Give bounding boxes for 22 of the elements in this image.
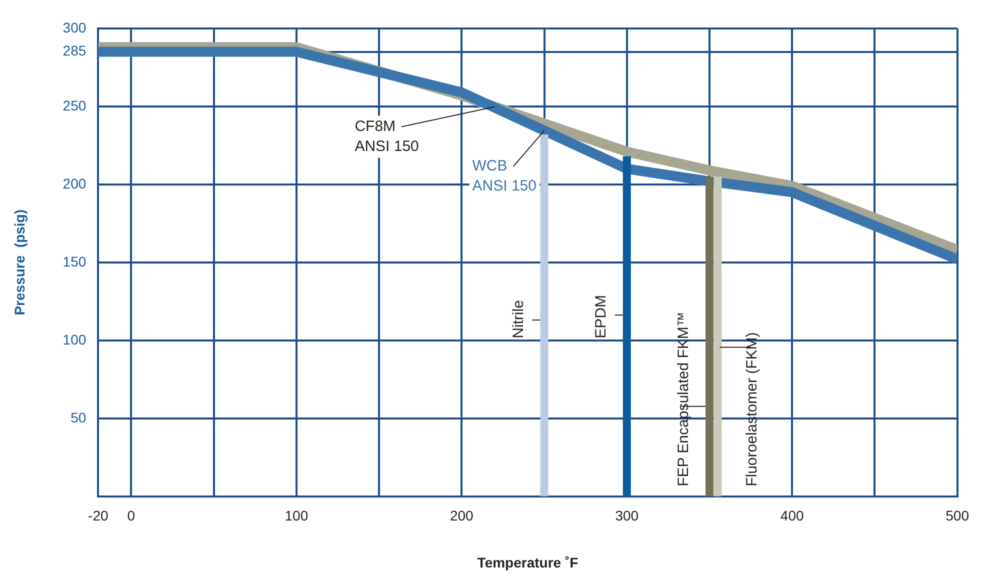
series-label: WCB ANSI 150: [472, 158, 536, 195]
y-tick-label: 150: [62, 253, 86, 270]
y-tick-label: 50: [70, 409, 86, 426]
x-tick-label: 100: [284, 508, 308, 524]
y-axis-title: Pressure (psig): [11, 209, 28, 316]
x-axis-title: Temperature ˚F: [477, 554, 579, 570]
x-tick-label: 200: [450, 508, 474, 524]
text: Nitrile: [510, 300, 527, 338]
x-tick-label: 0: [127, 508, 136, 524]
y-tick-label: 300: [62, 19, 86, 36]
text: FEP Encapsulated FKM™: [675, 312, 692, 486]
x-tick-label: 400: [780, 508, 804, 524]
x-tick-label: 500: [946, 508, 970, 524]
y-tick-label: 285: [62, 42, 86, 59]
y-tick-label: 250: [62, 97, 86, 114]
text: Fluoroelastomer (FKM): [743, 332, 760, 486]
text: EPDM: [592, 295, 610, 338]
text: CF8M ANSI 150: [354, 118, 419, 155]
y-tick-label: 200: [62, 175, 86, 192]
y-tick-label: 100: [62, 331, 86, 348]
x-tick-label: 300: [615, 508, 639, 524]
x-tick-label: -20: [88, 508, 108, 524]
